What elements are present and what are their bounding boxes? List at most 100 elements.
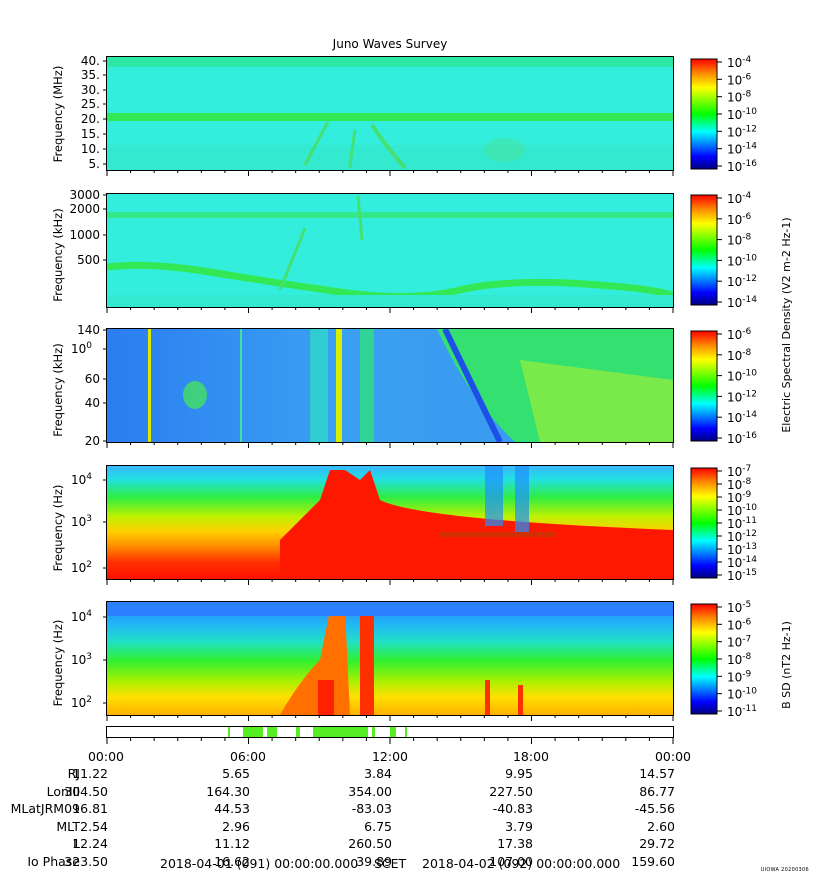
time-label-3: 18:00 bbox=[512, 749, 550, 764]
ytick-label: 1000 bbox=[69, 228, 100, 242]
ephemeris-label: MLatJRM09 bbox=[10, 801, 80, 816]
ytick-label: 35. bbox=[81, 68, 100, 82]
ytick-label: 15. bbox=[81, 127, 100, 141]
ytick-label: 140 bbox=[77, 323, 100, 337]
ephemeris-value: -83.03 bbox=[351, 801, 392, 816]
ylabel: Frequency (kHz) bbox=[51, 208, 65, 301]
ephemeris-label: Io Phase bbox=[27, 853, 80, 869]
panel-lfr-low-b bbox=[107, 602, 673, 715]
ephemeris-value: 159.60 bbox=[631, 853, 675, 869]
ephemeris-row: MLT 2.54 2.96 6.75 3.79 2.60 bbox=[0, 819, 815, 835]
ytick-label: 40 bbox=[85, 396, 100, 410]
ephemeris-label: RJ bbox=[67, 766, 80, 781]
ephemeris-value: 2.60 bbox=[647, 818, 675, 834]
footer-end: 2018-04-02 (092) 00:00:00.000 bbox=[422, 856, 621, 871]
burst-bar bbox=[106, 726, 674, 738]
ytick-label: 104 bbox=[71, 472, 92, 487]
cbar-label: 10-14 bbox=[727, 142, 757, 157]
ephemeris-row: LonIII 304.50 164.30 354.00 227.50 86.77 bbox=[0, 784, 815, 800]
ylabel: Frequency (MHz) bbox=[51, 66, 65, 163]
panel-lfr-high bbox=[107, 329, 673, 442]
panel-hfr-low bbox=[107, 194, 673, 307]
cbar-label: 10-8 bbox=[727, 233, 752, 248]
ephemeris-value: 14.57 bbox=[639, 766, 675, 781]
cbar-label: 10-4 bbox=[727, 55, 752, 70]
ephemeris-value: 5.65 bbox=[222, 766, 250, 781]
cbar-label: 10-12 bbox=[727, 274, 757, 289]
cbar-label: 10-10 bbox=[727, 369, 757, 384]
cbar-label: 10-10 bbox=[727, 253, 757, 268]
ephemeris-value: -40.83 bbox=[492, 801, 533, 816]
cbar-label: 10-6 bbox=[727, 212, 752, 227]
ephemeris-value: 323.50 bbox=[64, 853, 108, 869]
cbar-label: 10-12 bbox=[727, 389, 757, 404]
ytick-label: 102 bbox=[71, 695, 92, 710]
ytick-label: 10. bbox=[81, 142, 100, 156]
cbar-label: 10-14 bbox=[727, 295, 757, 310]
cbar-label: 10-6 bbox=[727, 72, 752, 87]
ytick-label: 104 bbox=[71, 609, 92, 624]
cbar-label: 10-12 bbox=[727, 124, 757, 139]
ephemeris-value: -45.56 bbox=[634, 801, 675, 816]
ephemeris-value: 227.50 bbox=[489, 783, 533, 799]
colorbar-1 bbox=[690, 58, 718, 170]
time-label-2: 12:00 bbox=[371, 749, 409, 764]
cbar-label: 10-5 bbox=[727, 600, 751, 615]
ephemeris-value: 3.84 bbox=[364, 766, 392, 781]
cbar-label: 10-8 bbox=[727, 652, 752, 667]
ephemeris-value: 11.12 bbox=[214, 836, 250, 851]
ytick-label: 102 bbox=[71, 560, 92, 575]
cbar-label: 10-16 bbox=[727, 159, 757, 174]
ytick-label: 3000 bbox=[69, 188, 100, 202]
ephemeris-value: 11.22 bbox=[72, 766, 108, 781]
ephemeris-value: 107.00 bbox=[489, 853, 533, 869]
cbar-label: 10-15 bbox=[727, 568, 757, 583]
ephemeris-row: L 12.24 11.12 260.50 17.38 29.72 bbox=[0, 836, 815, 852]
chart-title: Juno Waves Survey bbox=[332, 37, 448, 51]
cbar-label: 10-8 bbox=[727, 477, 752, 492]
panel-hfr-high bbox=[107, 57, 673, 170]
cbar-label: 10-11 bbox=[727, 516, 757, 531]
footer-scet: SCET bbox=[374, 856, 407, 871]
time-label-4: 00:00 bbox=[654, 749, 692, 764]
cbar-label: 10-16 bbox=[727, 431, 757, 446]
ytick-label: 25. bbox=[81, 97, 100, 111]
ephemeris-value: 354.00 bbox=[348, 783, 392, 799]
ylabel: Frequency (Hz) bbox=[51, 620, 65, 707]
cbar-label: 10-7 bbox=[727, 464, 751, 479]
ephemeris-value: 6.75 bbox=[364, 818, 392, 834]
colorbars bbox=[690, 58, 718, 715]
ephemeris-value: 16.62 bbox=[214, 853, 250, 869]
ephemeris-value: 164.30 bbox=[206, 783, 250, 799]
ytick-label: 2000 bbox=[69, 202, 100, 216]
colorbar-label: Electric Spectral Density (V2 m-2 Hz-1) bbox=[780, 217, 793, 432]
footer-start: 2018-04-01 (091) 00:00:00.000 bbox=[160, 856, 359, 871]
cbar-label: 10-13 bbox=[727, 542, 757, 557]
ephemeris-value: 304.50 bbox=[64, 783, 108, 799]
colorbar-5 bbox=[690, 603, 718, 715]
ytick-label: 20 bbox=[85, 434, 100, 448]
ytick-label: 103 bbox=[71, 652, 92, 667]
ylabel: Frequency (Hz) bbox=[51, 485, 65, 572]
cbar-label: 10-8 bbox=[727, 348, 752, 363]
cbar-label: 10-9 bbox=[727, 490, 752, 505]
ephemeris-value: 2.54 bbox=[80, 818, 108, 834]
ytick-label: 100 bbox=[71, 341, 92, 356]
ytick-label: 30. bbox=[81, 83, 100, 97]
colorbar-4 bbox=[690, 467, 718, 579]
ytick-label: 103 bbox=[71, 514, 92, 529]
ephemeris-label: L bbox=[73, 836, 80, 851]
time-label-0: 00:00 bbox=[87, 749, 125, 764]
colorbar-label: B SD (nT2 Hz-1) bbox=[780, 621, 793, 709]
ytick-label: 500 bbox=[77, 253, 100, 267]
ytick-label: 40. bbox=[81, 54, 100, 68]
ephemeris-value: 39.89 bbox=[356, 853, 392, 869]
cbar-label: 10-9 bbox=[727, 669, 752, 684]
colorbar-3 bbox=[690, 330, 718, 442]
cbar-label: 10-14 bbox=[727, 410, 757, 425]
ephemeris-value: 16.81 bbox=[72, 801, 108, 816]
ephemeris-value: 260.50 bbox=[348, 836, 392, 851]
ephemeris-value: 17.38 bbox=[497, 836, 533, 851]
cbar-label: 10-14 bbox=[727, 555, 757, 570]
time-label-1: 06:00 bbox=[229, 749, 267, 764]
